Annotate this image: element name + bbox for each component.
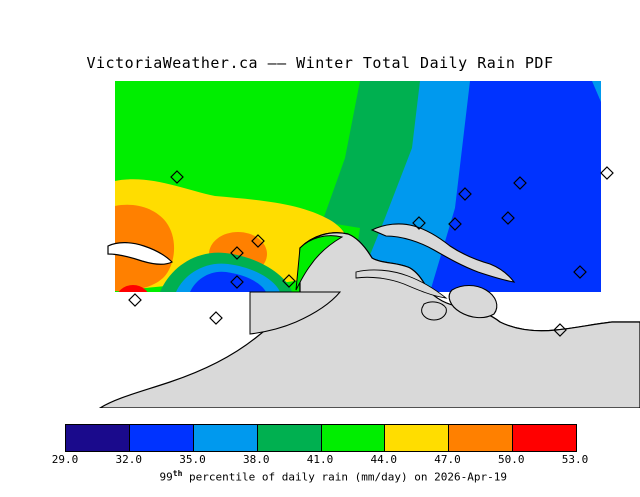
- station-marker[interactable]: [573, 265, 587, 279]
- map-canvas[interactable]: [0, 78, 640, 409]
- colorbar-segment[interactable]: [321, 425, 386, 451]
- land-coast-notch-west: [249, 291, 342, 335]
- colorbar-segment[interactable]: [129, 425, 194, 451]
- colorbar-segment[interactable]: [193, 425, 258, 451]
- colorbar-segment[interactable]: [385, 425, 450, 451]
- station-marker[interactable]: [458, 187, 472, 201]
- weather-map-figure: VictoriaWeather.ca —— Winter Total Daily…: [0, 54, 640, 484]
- contour-corner-35-38-ne: [592, 81, 601, 102]
- colorbar-tick-label: 32.0: [115, 453, 143, 466]
- station-marker[interactable]: [412, 216, 426, 230]
- station-marker[interactable]: [513, 176, 527, 190]
- colorbar-tick-label: 35.0: [179, 453, 206, 466]
- page-title: VictoriaWeather.ca —— Winter Total Daily…: [86, 54, 554, 72]
- colorbar-segment[interactable]: [257, 425, 322, 451]
- lagoon-west: [107, 242, 174, 265]
- colorbar-tick-label: 53.0: [561, 453, 589, 466]
- station-marker[interactable]: [209, 311, 223, 325]
- colorbar[interactable]: 29.0 32.0 35.0 38.0 41.0 44.0 47.0 50.0 53.0: [0, 420, 640, 480]
- colorbar-segment[interactable]: [449, 425, 514, 451]
- colorbar-tick-label: 50.0: [498, 453, 525, 466]
- landmass-group: [97, 223, 640, 409]
- colorbar-caption: 99th percentile of daily rain (mm/day) o…: [0, 456, 640, 497]
- contour-band-32-35-east: [430, 81, 601, 292]
- bay-inlet-west: [295, 235, 344, 291]
- land-island-small: [421, 301, 447, 321]
- land-south-main: [97, 232, 640, 409]
- colorbar-segment[interactable]: [66, 425, 130, 451]
- contour-band-50-53-core: [118, 285, 148, 292]
- colorbar-tick-label: 47.0: [434, 453, 461, 466]
- station-marker[interactable]: [230, 275, 244, 289]
- contour-fill-group: [115, 81, 601, 340]
- station-marker[interactable]: [600, 166, 614, 180]
- station-marker[interactable]: [448, 217, 462, 231]
- land-spit-north: [370, 223, 516, 283]
- station-marker[interactable]: [553, 323, 567, 337]
- colorbar-tick-label: 41.0: [306, 453, 334, 466]
- contour-map-svg[interactable]: [0, 78, 640, 409]
- station-marker[interactable]: [230, 246, 244, 260]
- land-island-east: [448, 284, 498, 319]
- station-marker[interactable]: [251, 234, 265, 248]
- contour-band-32-35-south: [190, 271, 266, 292]
- colorbar-tick-label: 44.0: [370, 453, 398, 466]
- caption-prefix: 99: [159, 470, 173, 484]
- contour-band-29-32-core: [201, 296, 233, 340]
- station-marker[interactable]: [170, 170, 184, 184]
- colorbar-tick-labels: 29.0 32.0 35.0 38.0 41.0 44.0 47.0 50.0 53.0: [0, 453, 640, 467]
- caption-rest: percentile of daily rain (mm/day) on 202…: [182, 470, 507, 484]
- colorbar-strip[interactable]: [65, 424, 577, 452]
- land-strait-strip: [355, 269, 448, 299]
- colorbar-tick-label: 29.0: [51, 453, 79, 466]
- station-marker-group[interactable]: [128, 166, 614, 337]
- caption-superscript: th: [172, 469, 183, 478]
- colorbar-segment[interactable]: [513, 425, 576, 451]
- colorbar-tick-label: 38.0: [243, 453, 270, 466]
- station-marker[interactable]: [501, 211, 515, 225]
- station-marker[interactable]: [282, 274, 296, 288]
- station-marker[interactable]: [128, 293, 142, 307]
